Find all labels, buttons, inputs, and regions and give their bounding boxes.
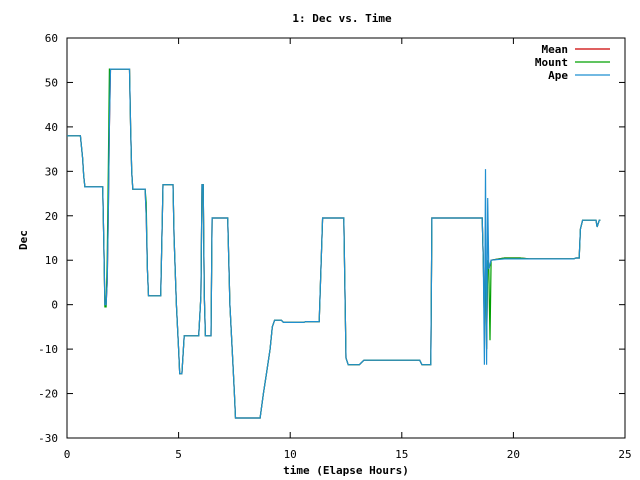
y-tick-label: 40 xyxy=(45,121,58,134)
x-axis-label: time (Elapse Hours) xyxy=(283,464,409,477)
legend-label: Mount xyxy=(535,56,568,69)
legend-label: Mean xyxy=(542,43,569,56)
legend-label: Ape xyxy=(548,69,568,82)
x-axis: 0 5 10 15 20 25 xyxy=(64,38,632,461)
y-tick-label: 30 xyxy=(45,165,58,178)
series-line-ape xyxy=(67,68,601,419)
x-tick-label: 0 xyxy=(64,448,71,461)
plot-area: 60 50 40 30 20 10 0 -10 -20 -30 0 5 10 15 20 25 xyxy=(38,32,632,461)
y-axis: 60 50 40 30 20 10 0 -10 -20 -30 xyxy=(38,32,625,445)
y-tick-label: 0 xyxy=(51,299,58,312)
chart-title: 1: Dec vs. Time xyxy=(292,12,392,25)
x-tick-label: 25 xyxy=(618,448,631,461)
x-tick-label: 15 xyxy=(395,448,408,461)
y-tick-label: -20 xyxy=(38,388,58,401)
y-axis-label: Dec xyxy=(17,230,30,250)
series-layer xyxy=(67,68,601,419)
y-tick-label: -10 xyxy=(38,343,58,356)
x-tick-label: 5 xyxy=(175,448,182,461)
y-tick-label: -30 xyxy=(38,432,58,445)
plot-frame xyxy=(66,37,626,439)
x-tick-label: 10 xyxy=(284,448,297,461)
x-tick-label: 20 xyxy=(507,448,520,461)
y-tick-label: 60 xyxy=(45,32,58,45)
y-tick-label: 20 xyxy=(45,210,58,223)
y-tick-label: 50 xyxy=(45,76,58,89)
y-tick-label: 10 xyxy=(45,254,58,267)
